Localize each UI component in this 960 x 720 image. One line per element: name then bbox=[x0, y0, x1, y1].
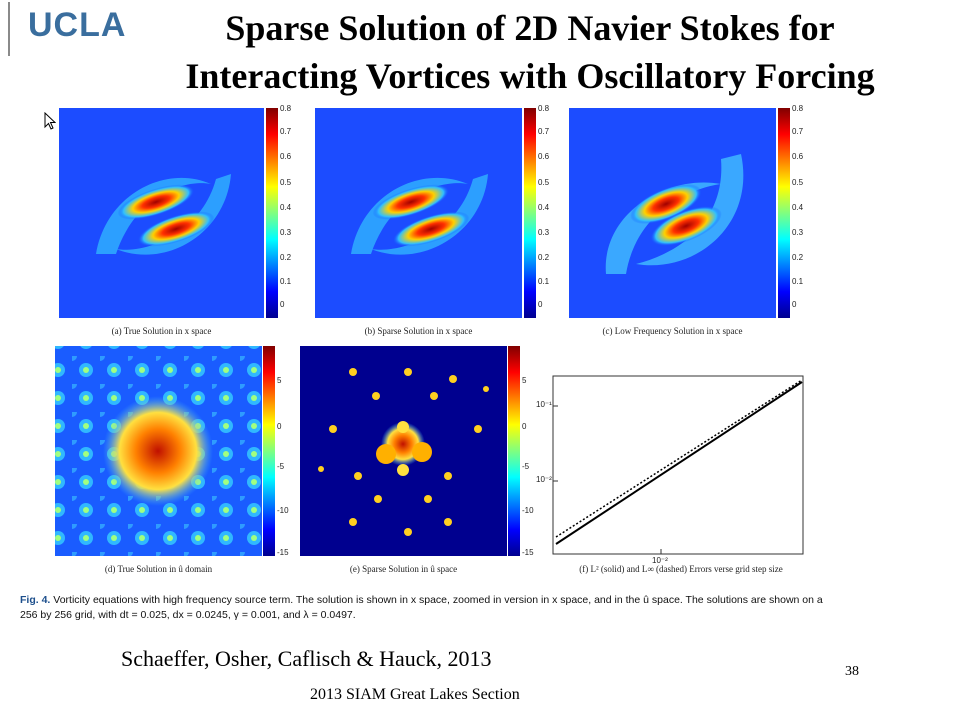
cbar-tick: 0.6 bbox=[280, 152, 292, 161]
figure: 0.8 0.7 0.6 0.5 0.4 0.3 0.2 0.1 0 0.8 0.… bbox=[16, 104, 846, 624]
cbar-tick: 0.1 bbox=[792, 277, 804, 286]
cbar-tick: 0.8 bbox=[538, 104, 550, 113]
cbar-tick: 0.3 bbox=[792, 228, 804, 237]
panel-a-caption: (a) True Solution in x space bbox=[111, 326, 212, 336]
title-line-2: Interacting Vortices with Oscillatory Fo… bbox=[185, 56, 875, 96]
logo-divider bbox=[8, 2, 10, 56]
cbar-tick: 0 bbox=[280, 300, 285, 309]
figure-caption-label: Fig. 4. bbox=[20, 594, 51, 606]
title-line-1: Sparse Solution of 2D Navier Stokes for bbox=[225, 8, 835, 48]
cbar-tick: 0.4 bbox=[792, 203, 804, 212]
figure-caption: Fig. 4. Vorticity equations with high fr… bbox=[20, 593, 842, 623]
citation: Schaeffer, Osher, Caflisch & Hauck, 2013 bbox=[121, 646, 492, 671]
panel-b-caption: (b) Sparse Solution in x space bbox=[364, 326, 473, 336]
cbar-tick: 0 bbox=[522, 422, 527, 431]
cbar-tick: 0.7 bbox=[538, 127, 550, 136]
panel-e-caption: (e) Sparse Solution in û space bbox=[349, 564, 458, 574]
cbar-tick: 0.6 bbox=[538, 152, 550, 161]
panel-f-caption: (f) L² (solid) and L∞ (dashed) Errors ve… bbox=[579, 564, 783, 574]
cbar-tick: 0.8 bbox=[792, 104, 804, 113]
cbar-tick: 0 bbox=[277, 422, 282, 431]
cbar-tick: 0.4 bbox=[280, 203, 292, 212]
y-tick: 10⁻² bbox=[536, 475, 552, 484]
cbar-tick: -10 bbox=[277, 506, 289, 515]
figure-caption-text: Vorticity equations with high frequency … bbox=[20, 594, 823, 621]
page-number: 38 bbox=[845, 664, 859, 679]
panel-c-caption: (c) Low Frequency Solution in x space bbox=[602, 326, 743, 336]
footer-event: 2013 SIAM Great Lakes Section bbox=[310, 686, 520, 703]
cbar-tick: 0.7 bbox=[280, 127, 292, 136]
cbar-tick: 0.2 bbox=[280, 253, 292, 262]
cbar-tick: 0.1 bbox=[538, 277, 550, 286]
panel-c-image bbox=[569, 108, 776, 318]
cbar-tick: -15 bbox=[522, 548, 534, 557]
cbar-tick: 0.4 bbox=[538, 203, 550, 212]
cbar-tick: 0.2 bbox=[538, 253, 550, 262]
l2-error-line bbox=[555, 381, 803, 545]
cbar-tick: 0 bbox=[792, 300, 797, 309]
y-tick: 10⁻¹ bbox=[536, 400, 552, 409]
cbar-tick: 0.6 bbox=[792, 152, 804, 161]
figure-graphics bbox=[55, 108, 804, 556]
cbar-tick: 0.1 bbox=[280, 277, 292, 286]
cbar-tick: 0 bbox=[538, 300, 543, 309]
panel-a-colorbar bbox=[266, 108, 278, 318]
cbar-tick: -10 bbox=[522, 506, 534, 515]
panel-b-colorbar bbox=[524, 108, 536, 318]
cbar-tick: -15 bbox=[277, 548, 289, 557]
ucla-logo: UCLA bbox=[28, 6, 127, 44]
panel-d-image bbox=[55, 346, 262, 556]
panel-b-image bbox=[315, 108, 522, 318]
cbar-tick: -5 bbox=[522, 462, 530, 471]
panel-e-image bbox=[300, 346, 507, 556]
x-tick: 10⁻² bbox=[652, 556, 668, 565]
cbar-tick: 0.5 bbox=[538, 178, 550, 187]
panel-c-colorbar bbox=[778, 108, 790, 318]
cbar-tick: 0.5 bbox=[280, 178, 292, 187]
panel-e-colorbar bbox=[508, 346, 520, 556]
panel-f-plot bbox=[552, 375, 804, 555]
panel-a-image bbox=[59, 108, 264, 318]
mouse-pointer-icon bbox=[44, 112, 56, 130]
cbar-tick: 0.7 bbox=[792, 127, 804, 136]
cbar-tick: -5 bbox=[277, 462, 285, 471]
cbar-tick: 0.3 bbox=[538, 228, 550, 237]
panel-d-caption: (d) True Solution in û domain bbox=[104, 564, 213, 574]
linf-error-line bbox=[555, 379, 803, 538]
cbar-tick: 0.8 bbox=[280, 104, 292, 113]
cbar-tick: 0.5 bbox=[792, 178, 804, 187]
cbar-tick: 0.2 bbox=[792, 253, 804, 262]
cbar-tick: 0.3 bbox=[280, 228, 292, 237]
panel-d-colorbar bbox=[263, 346, 275, 556]
cbar-tick: 5 bbox=[277, 376, 282, 385]
slide-title: Sparse Solution of 2D Navier Stokes for … bbox=[100, 4, 960, 100]
cbar-tick: 5 bbox=[522, 376, 527, 385]
